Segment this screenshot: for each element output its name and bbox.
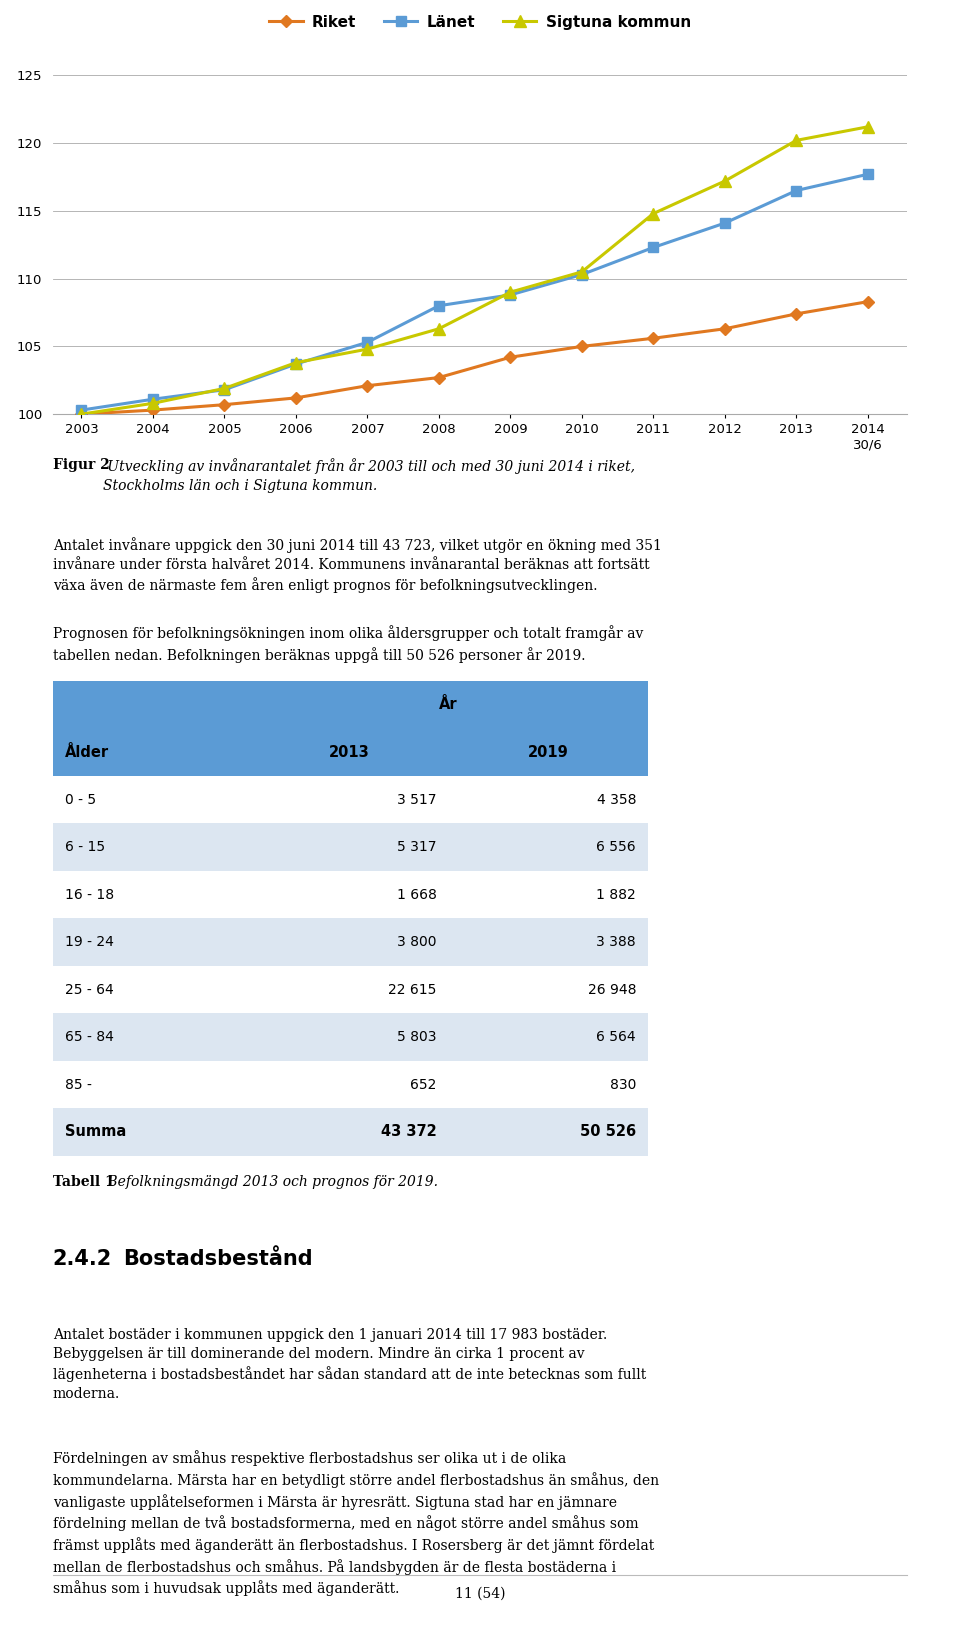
Text: 85 -: 85 - [64, 1077, 91, 1092]
Bar [53, 776, 648, 823]
Bar [53, 966, 648, 1013]
Text: Figur 2: Figur 2 [53, 458, 109, 473]
Text: 830: 830 [610, 1077, 636, 1092]
Bar [53, 1061, 648, 1108]
Bar [53, 918, 648, 966]
Text: 50 526: 50 526 [580, 1125, 636, 1139]
Text: 4 358: 4 358 [596, 792, 636, 807]
Legend: Riket, Länet, Sigtuna kommun: Riket, Länet, Sigtuna kommun [263, 8, 697, 36]
Text: Antalet bostäder i kommunen uppgick den 1 januari 2014 till 17 983 bostäder.
Beb: Antalet bostäder i kommunen uppgick den … [53, 1328, 646, 1401]
Text: Bostadsbestånd: Bostadsbestånd [123, 1249, 313, 1269]
Text: 43 372: 43 372 [381, 1125, 437, 1139]
Text: 16 - 18: 16 - 18 [64, 887, 114, 902]
Text: 3 517: 3 517 [397, 792, 437, 807]
Text: 2.4.2: 2.4.2 [53, 1249, 112, 1269]
Text: Fördelningen av småhus respektive flerbostadshus ser olika ut i de olika
kommund: Fördelningen av småhus respektive flerbo… [53, 1450, 659, 1596]
Text: 2019: 2019 [528, 745, 568, 760]
Text: Tabell 1: Tabell 1 [53, 1175, 114, 1190]
Text: 6 564: 6 564 [596, 1030, 636, 1044]
Bar [53, 1108, 648, 1156]
Text: 1 882: 1 882 [596, 887, 636, 902]
Text: 0 - 5: 0 - 5 [64, 792, 96, 807]
Bar [53, 823, 648, 871]
Text: Prognosen för befolkningsökningen inom olika åldersgrupper och totalt framgår av: Prognosen för befolkningsökningen inom o… [53, 625, 643, 663]
Text: 5 803: 5 803 [397, 1030, 437, 1044]
Text: 22 615: 22 615 [389, 982, 437, 997]
Text: Antalet invånare uppgick den 30 juni 2014 till 43 723, vilket utgör en ökning me: Antalet invånare uppgick den 30 juni 201… [53, 537, 661, 594]
Text: 11 (54): 11 (54) [455, 1586, 505, 1601]
Text: Summa: Summa [64, 1125, 126, 1139]
Text: 2013: 2013 [328, 745, 370, 760]
Text: Utveckling av invånarantalet från år 2003 till och med 30 juni 2014 i riket,
Sto: Utveckling av invånarantalet från år 200… [103, 458, 635, 493]
Text: 19 - 24: 19 - 24 [64, 935, 113, 949]
Text: Ålder: Ålder [64, 745, 108, 760]
Text: 65 - 84: 65 - 84 [64, 1030, 113, 1044]
Text: 26 948: 26 948 [588, 982, 636, 997]
Bar [53, 871, 648, 918]
Text: 6 556: 6 556 [596, 840, 636, 855]
Bar [53, 681, 648, 728]
Text: 6 - 15: 6 - 15 [64, 840, 105, 855]
Text: 3 388: 3 388 [596, 935, 636, 949]
Text: 3 800: 3 800 [397, 935, 437, 949]
Text: Befolkningsmängd 2013 och prognos för 2019.: Befolkningsmängd 2013 och prognos för 20… [103, 1175, 438, 1190]
Bar [53, 728, 648, 776]
Text: År: År [440, 697, 458, 712]
Text: 25 - 64: 25 - 64 [64, 982, 113, 997]
Bar [53, 1013, 648, 1061]
Text: 652: 652 [410, 1077, 437, 1092]
Text: 5 317: 5 317 [397, 840, 437, 855]
Text: 1 668: 1 668 [396, 887, 437, 902]
